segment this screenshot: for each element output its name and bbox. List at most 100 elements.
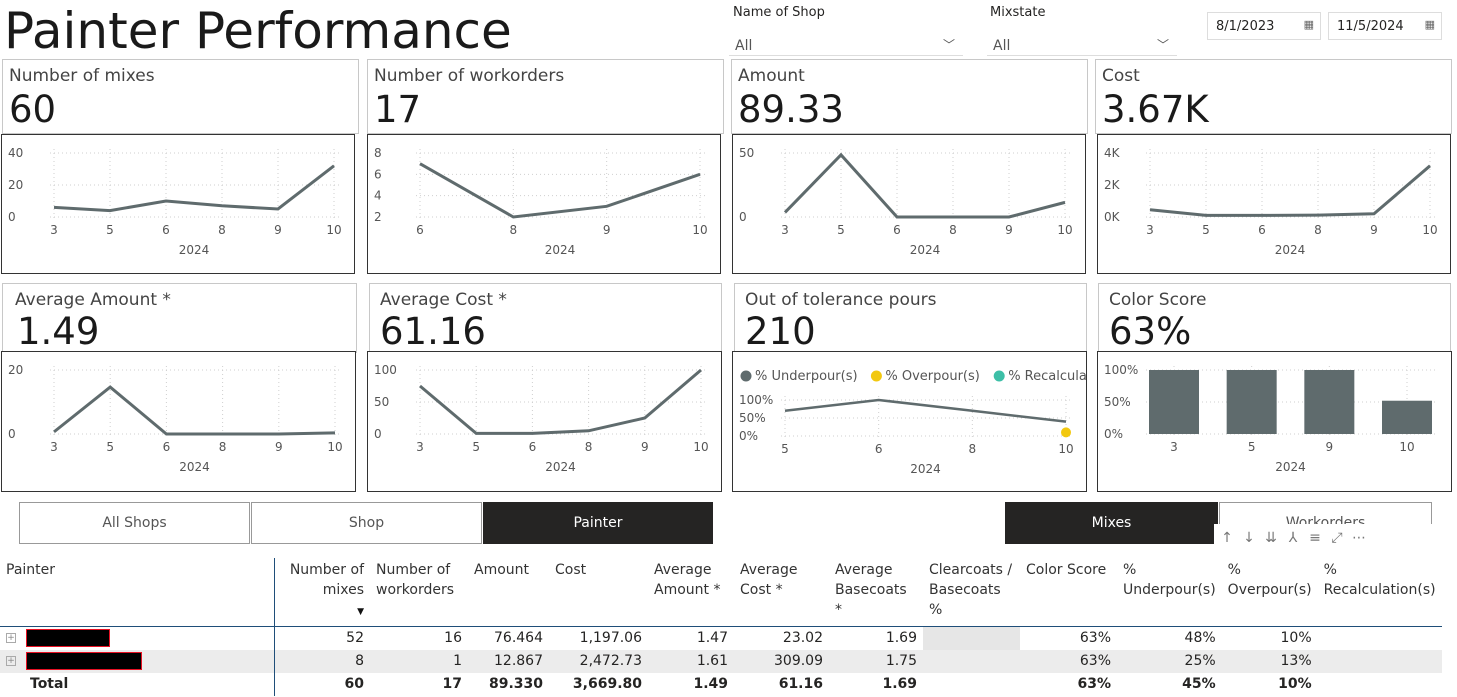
x-tick-label: 3 [50,223,58,237]
mixstate-dropdown[interactable]: All ﹀ [987,30,1177,56]
x-tick-label: 8 [585,440,593,454]
y-tick-label: 100 [374,363,397,377]
table-cell [1318,673,1442,696]
x-tick-label: 6 [875,442,883,456]
expand-all-icon[interactable]: ⇊ [1265,530,1277,546]
x-tick-label: 8 [218,223,226,237]
table-cell [923,649,1020,673]
calendar-icon[interactable]: ▦ [1424,18,1435,31]
total-label: Total [0,672,275,696]
end-date-value: 11/5/2024 [1337,19,1404,34]
header-number-of-mixes[interactable]: Number of mixes ▼ [274,558,370,627]
table-cell: 48% [1184,630,1216,647]
x-tick-label: 8 [949,223,957,237]
table-row[interactable]: + 52 16 76.464 1,197.06 1.47 23.02 1.69 … [0,626,1442,650]
card-title: Color Score [1109,290,1207,310]
x-tick-label: 6 [529,440,537,454]
y-tick-label: 0% [1104,427,1123,441]
start-date-input[interactable]: 8/1/2023 ▦ [1207,12,1321,40]
mixstate-filter-label: Mixstate [990,5,1046,20]
y-tick-label: 20 [8,363,23,377]
chart-average-amount[interactable]: 0 20 3 5 6 8 9 10 2024 [1,351,356,492]
card-average-cost: Average Cost * 61.16 [369,283,722,353]
y-tick-label: 6 [374,167,382,181]
drill-up-icon[interactable]: ↑ [1221,530,1233,546]
chart-average-cost[interactable]: 0 50 100 3 5 6 8 9 10 2024 [367,351,722,492]
header-amount[interactable]: Amount [468,558,549,627]
header-average-basecoats[interactable]: Average Basecoats * [829,558,923,627]
y-tick-label: 0 [8,210,16,224]
table-cell: 1.47 [696,630,728,647]
end-date-input[interactable]: 11/5/2024 ▦ [1328,12,1442,40]
header-clearcoats-basecoats[interactable]: Clearcoats / Basecoats % [923,558,1020,627]
mixes-button[interactable]: Mixes [1005,502,1218,544]
drill-down-icon[interactable]: ↓ [1243,530,1255,546]
header-average-amount[interactable]: Average Amount * [648,558,734,627]
y-tick-label: 20 [8,178,23,192]
x-axis-label: 2024 [545,243,576,257]
start-date-value: 8/1/2023 [1216,19,1275,34]
shop-dropdown[interactable]: All ﹀ [729,30,963,56]
chart-cost[interactable]: 0K 2K 4K 3 5 6 8 9 10 2024 [1097,134,1451,274]
filter-icon[interactable]: ≡ [1309,530,1321,546]
table-cell: 1.49 [693,676,728,692]
card-value: 61.16 [380,310,486,353]
series-line [53,385,336,436]
calendar-icon[interactable]: ▦ [1303,18,1314,31]
card-value: 17 [374,88,422,131]
bar [1382,400,1432,434]
painter-cell: + [0,626,275,650]
card-average-amount: Average Amount * 1.49 [2,283,357,353]
header-underpour[interactable]: % Underpour(s) [1117,558,1222,627]
table-cell: 63% [1020,649,1117,673]
chart-amount[interactable]: 0 50 3 5 6 8 9 10 2024 [732,134,1086,274]
x-axis-label: 2024 [910,243,941,257]
table-cell: 10% [1280,630,1312,647]
x-tick-label: 3 [1146,223,1154,237]
all-shops-button[interactable]: All Shops [19,502,250,544]
x-axis-label: 2024 [179,243,210,257]
header-number-of-workorders[interactable]: Number of workorders [370,558,468,627]
visual-toolbar: ↑ ↓ ⇊ ⅄ ≡ ⤢ ⋯ [1214,524,1457,552]
header-overpour[interactable]: % Overpour(s) [1221,558,1318,627]
x-tick-label: 3 [50,440,58,454]
card-value: 63% [1109,310,1192,353]
legend-marker [870,370,882,382]
shop-button[interactable]: Shop [251,502,482,544]
x-tick-label: 10 [1057,223,1072,237]
x-tick-label: 3 [781,223,789,237]
table-cell: 89.330 [488,676,543,692]
chart-mixes[interactable]: 0 20 40 3 5 6 8 9 10 2024 [1,134,355,274]
chart-workorders[interactable]: 2 4 6 8 6 8 9 10 2024 [367,134,721,274]
table-cell: 1.69 [885,630,917,647]
chart-out-of-tolerance[interactable]: 0% 50% 100% 5 6 8 10 2024 % Underpour(s) % Overpo… [732,351,1087,492]
x-tick-label: 5 [837,223,845,237]
x-tick-label: 10 [1058,442,1073,456]
hierarchy-icon[interactable]: ⅄ [1288,530,1298,546]
table-cell: 12.867 [468,649,549,673]
painter-button[interactable]: Painter [483,502,713,544]
expand-row-icon[interactable]: + [6,633,16,644]
header-color-score[interactable]: Color Score [1020,558,1117,627]
header-painter[interactable]: Painter [0,558,275,627]
card-out-of-tolerance: Out of tolerance pours 210 [734,283,1087,353]
more-options-icon[interactable]: ⋯ [1352,530,1366,546]
header-average-cost[interactable]: Average Cost * [734,558,829,627]
table-row[interactable]: + 8 1 12.867 2,472.73 1.61 309.09 1.75 6… [0,649,1442,673]
expand-row-icon[interactable]: + [6,656,16,666]
table-cell: 1.61 [648,649,734,673]
chart-color-score[interactable]: 0% 50% 100% 3 5 9 10 2024 [1097,351,1452,492]
x-tick-label: 9 [641,440,649,454]
x-tick-label: 9 [275,440,283,454]
header-cost[interactable]: Cost [549,558,648,627]
table-cell: 2,472.73 [549,649,648,673]
focus-mode-icon[interactable]: ⤢ [1331,530,1343,546]
card-title: Amount [738,66,805,86]
x-tick-label: 9 [274,223,282,237]
table-cell: 309.09 [734,649,829,673]
header-recalculation[interactable]: % Recalculation(s) [1317,558,1442,627]
legend-label: % Underpour(s) [755,369,858,384]
x-tick-label: 8 [219,440,227,454]
y-tick-label: 0% [739,429,758,443]
x-tick-label: 10 [327,440,342,454]
